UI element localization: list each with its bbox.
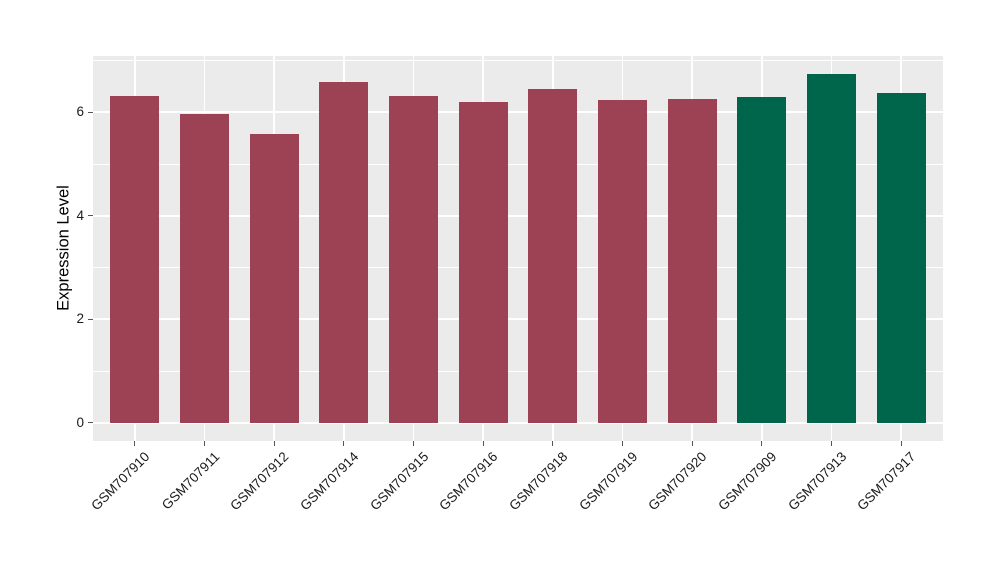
x-tick-label: GSM707919 [575, 449, 641, 514]
x-tick-mark [552, 441, 554, 446]
bar-GSM707910 [110, 95, 160, 423]
x-tick-mark [900, 441, 902, 446]
x-tick-mark [761, 441, 763, 446]
x-tick-mark [831, 441, 833, 446]
y-tick-label: 4 [76, 207, 84, 223]
x-tick-label: GSM707911 [158, 449, 223, 513]
y-tick-mark [88, 318, 93, 320]
x-tick-mark [203, 441, 205, 446]
plot-panel [93, 56, 943, 441]
bar-GSM707912 [249, 134, 299, 423]
x-tick-mark [412, 441, 414, 446]
y-tick-label: 2 [76, 311, 84, 327]
x-tick-label: GSM707909 [715, 449, 780, 514]
bar-GSM707909 [737, 96, 787, 423]
bar-GSM707914 [319, 81, 369, 423]
bar-GSM707911 [180, 113, 229, 423]
major-gridline [93, 421, 943, 424]
bar-GSM707919 [598, 99, 647, 423]
y-tick-mark [88, 111, 93, 113]
x-tick-mark [622, 441, 623, 446]
y-tick-label: 0 [76, 414, 84, 430]
x-tick-mark [273, 441, 275, 446]
y-tick-mark [88, 215, 93, 217]
x-tick-mark [691, 441, 693, 446]
minor-gridline [93, 267, 943, 269]
bar-GSM707920 [667, 98, 717, 423]
minor-gridline [93, 60, 943, 62]
x-tick-label: GSM707910 [88, 449, 153, 514]
major-gridline [93, 318, 943, 321]
y-axis-title: Expression Level [54, 185, 73, 311]
bar-GSM707918 [528, 89, 578, 423]
y-tick-mark [88, 422, 93, 424]
x-tick-label: GSM707916 [436, 449, 501, 514]
bar-GSM707913 [807, 74, 856, 423]
y-tick-label: 6 [76, 104, 84, 120]
x-tick-label: GSM707914 [297, 449, 362, 514]
x-tick-label: GSM707920 [645, 449, 710, 514]
bar-GSM707915 [389, 95, 438, 423]
bar-GSM707917 [876, 93, 926, 423]
major-gridline [93, 111, 943, 114]
x-tick-label: GSM707912 [227, 449, 292, 514]
x-tick-mark [134, 441, 136, 446]
minor-gridline [93, 370, 943, 372]
x-tick-mark [482, 441, 484, 446]
minor-gridline [93, 163, 943, 165]
x-tick-label: GSM707915 [366, 449, 432, 514]
x-tick-label: GSM707913 [784, 449, 850, 514]
bar-GSM707916 [458, 101, 508, 423]
x-tick-mark [343, 441, 345, 446]
x-tick-label: GSM707918 [506, 449, 571, 514]
major-gridline [93, 214, 943, 217]
x-tick-label: GSM707917 [854, 449, 919, 514]
